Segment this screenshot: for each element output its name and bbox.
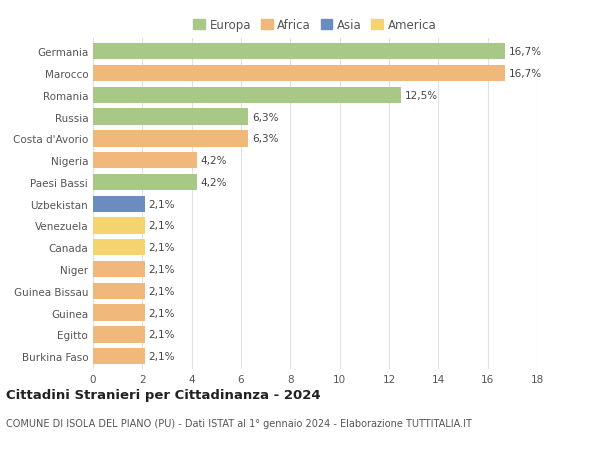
Bar	[93, 131, 248, 147]
Bar	[93, 109, 248, 125]
Bar	[93, 44, 505, 60]
Text: COMUNE DI ISOLA DEL PIANO (PU) - Dati ISTAT al 1° gennaio 2024 - Elaborazione TU: COMUNE DI ISOLA DEL PIANO (PU) - Dati IS…	[6, 418, 472, 428]
Bar	[93, 66, 505, 82]
Bar	[93, 196, 145, 213]
Text: 2,1%: 2,1%	[149, 352, 175, 361]
Bar	[93, 87, 401, 104]
Bar	[93, 348, 145, 364]
Text: 16,7%: 16,7%	[509, 69, 542, 79]
Text: 16,7%: 16,7%	[509, 47, 542, 57]
Text: 6,3%: 6,3%	[252, 112, 278, 122]
Text: 2,1%: 2,1%	[149, 330, 175, 340]
Text: 12,5%: 12,5%	[405, 90, 438, 101]
Text: 2,1%: 2,1%	[149, 308, 175, 318]
Bar	[93, 283, 145, 299]
Bar	[93, 261, 145, 278]
Text: 4,2%: 4,2%	[200, 178, 227, 188]
Text: 6,3%: 6,3%	[252, 134, 278, 144]
Legend: Europa, Africa, Asia, America: Europa, Africa, Asia, America	[191, 17, 439, 34]
Text: 2,1%: 2,1%	[149, 221, 175, 231]
Text: Cittadini Stranieri per Cittadinanza - 2024: Cittadini Stranieri per Cittadinanza - 2…	[6, 388, 320, 401]
Bar	[93, 240, 145, 256]
Bar	[93, 174, 197, 190]
Text: 2,1%: 2,1%	[149, 243, 175, 253]
Text: 2,1%: 2,1%	[149, 199, 175, 209]
Bar	[93, 218, 145, 234]
Text: 2,1%: 2,1%	[149, 264, 175, 274]
Text: 2,1%: 2,1%	[149, 286, 175, 296]
Text: 4,2%: 4,2%	[200, 156, 227, 166]
Bar	[93, 152, 197, 169]
Bar	[93, 305, 145, 321]
Bar	[93, 326, 145, 343]
